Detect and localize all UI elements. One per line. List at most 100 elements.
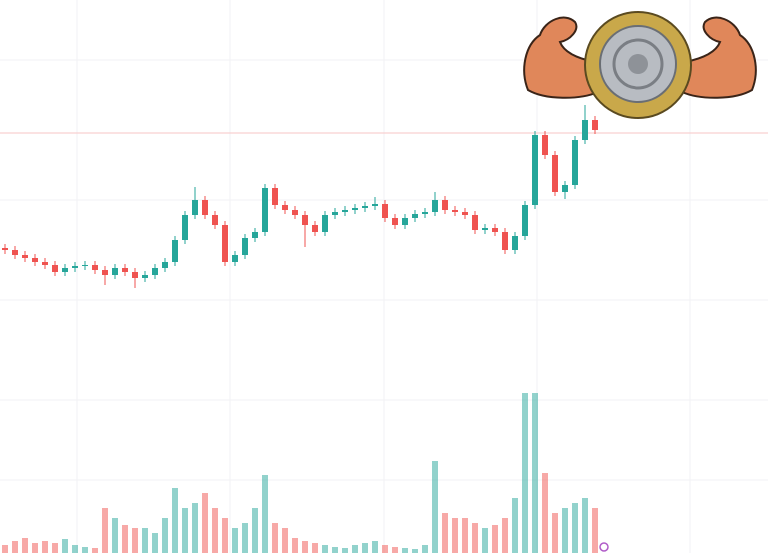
marks bbox=[0, 105, 768, 553]
volume-bar bbox=[592, 508, 598, 553]
volume-bar bbox=[82, 547, 88, 553]
volume-bar bbox=[172, 488, 178, 553]
candle-body bbox=[172, 240, 178, 262]
candle-body bbox=[122, 268, 128, 272]
candle-body bbox=[442, 200, 448, 210]
volume-bar bbox=[282, 528, 288, 553]
volume-bar bbox=[192, 503, 198, 553]
candle-body bbox=[432, 200, 438, 212]
volume-bar bbox=[322, 545, 328, 553]
candle-body bbox=[362, 206, 368, 208]
volume-bar bbox=[72, 545, 78, 553]
candle-body bbox=[272, 188, 278, 205]
candle-body bbox=[562, 185, 568, 192]
marker-icon bbox=[599, 542, 609, 552]
candle-body bbox=[322, 215, 328, 232]
volume-bar bbox=[122, 525, 128, 553]
volume-bar bbox=[2, 545, 8, 553]
volume-bar bbox=[242, 523, 248, 553]
volume-bar bbox=[332, 547, 338, 553]
candle-body bbox=[22, 255, 28, 258]
volume-bar bbox=[312, 543, 318, 553]
candle-body bbox=[482, 228, 488, 230]
volume-bar bbox=[552, 513, 558, 553]
candle-body bbox=[592, 120, 598, 130]
candle-body bbox=[502, 232, 508, 250]
right-arm bbox=[680, 16, 757, 99]
candle-body bbox=[42, 262, 48, 265]
volume-bar bbox=[162, 518, 168, 553]
volume-bar bbox=[542, 473, 548, 553]
volume-bar bbox=[32, 543, 38, 553]
volume-bar bbox=[42, 541, 48, 553]
volume-bar bbox=[152, 533, 158, 553]
volume-bar bbox=[482, 528, 488, 553]
volume-bar bbox=[462, 518, 468, 553]
candle-body bbox=[52, 265, 58, 272]
candle-body bbox=[32, 258, 38, 262]
volume-bar bbox=[12, 541, 18, 553]
volume-bar bbox=[392, 547, 398, 553]
volume-bar bbox=[212, 508, 218, 553]
candle-body bbox=[212, 215, 218, 225]
candle-body bbox=[472, 215, 478, 230]
candle-body bbox=[532, 135, 538, 205]
candle-body bbox=[152, 268, 158, 275]
volume-bar bbox=[132, 528, 138, 553]
volume-bar bbox=[512, 498, 518, 553]
candle-body bbox=[162, 262, 168, 268]
volume-bar bbox=[582, 498, 588, 553]
volume-bar bbox=[22, 538, 28, 553]
candle-body bbox=[72, 266, 78, 268]
candle-body bbox=[422, 212, 428, 214]
volume-bar bbox=[352, 545, 358, 553]
volume-bar bbox=[92, 548, 98, 553]
candle-body bbox=[112, 268, 118, 275]
candle-body bbox=[392, 218, 398, 225]
coin-pattern bbox=[612, 38, 664, 90]
candle-body bbox=[312, 225, 318, 232]
volume-bar bbox=[102, 508, 108, 553]
candle-body bbox=[242, 238, 248, 255]
volume-bar bbox=[572, 503, 578, 553]
candle-body bbox=[332, 212, 338, 215]
volume-bar bbox=[432, 461, 438, 553]
candle-body bbox=[62, 268, 68, 272]
candle-body bbox=[292, 210, 298, 215]
candle-body bbox=[402, 218, 408, 225]
candle-body bbox=[572, 140, 578, 185]
volume-bar bbox=[522, 393, 528, 553]
candle-body bbox=[382, 204, 388, 218]
volume-bar bbox=[342, 548, 348, 553]
candle-body bbox=[452, 210, 458, 212]
volume-bar bbox=[502, 518, 508, 553]
candle-body bbox=[262, 188, 268, 232]
volume-bar bbox=[292, 538, 298, 553]
volume-bar bbox=[262, 475, 268, 553]
candle-body bbox=[232, 255, 238, 262]
candle-body bbox=[542, 135, 548, 155]
volume-bar bbox=[52, 543, 58, 553]
volume-bar bbox=[442, 513, 448, 553]
candle-body bbox=[192, 200, 198, 215]
candle-body bbox=[82, 265, 88, 266]
volume-bar bbox=[422, 545, 428, 553]
volume-bar bbox=[402, 548, 408, 553]
volume-bar bbox=[452, 518, 458, 553]
candle-body bbox=[202, 200, 208, 215]
volume-bar bbox=[62, 539, 68, 553]
left-arm bbox=[523, 16, 600, 99]
volume-bar bbox=[562, 508, 568, 553]
candle-body bbox=[132, 272, 138, 278]
candle-body bbox=[282, 205, 288, 210]
candle-body bbox=[2, 248, 8, 250]
volume-bar bbox=[532, 393, 538, 553]
candle-body bbox=[12, 250, 18, 255]
candle-body bbox=[512, 236, 518, 250]
candle-body bbox=[142, 275, 148, 278]
volume-bar bbox=[142, 528, 148, 553]
volume-bar bbox=[492, 525, 498, 553]
volume-bar bbox=[472, 523, 478, 553]
